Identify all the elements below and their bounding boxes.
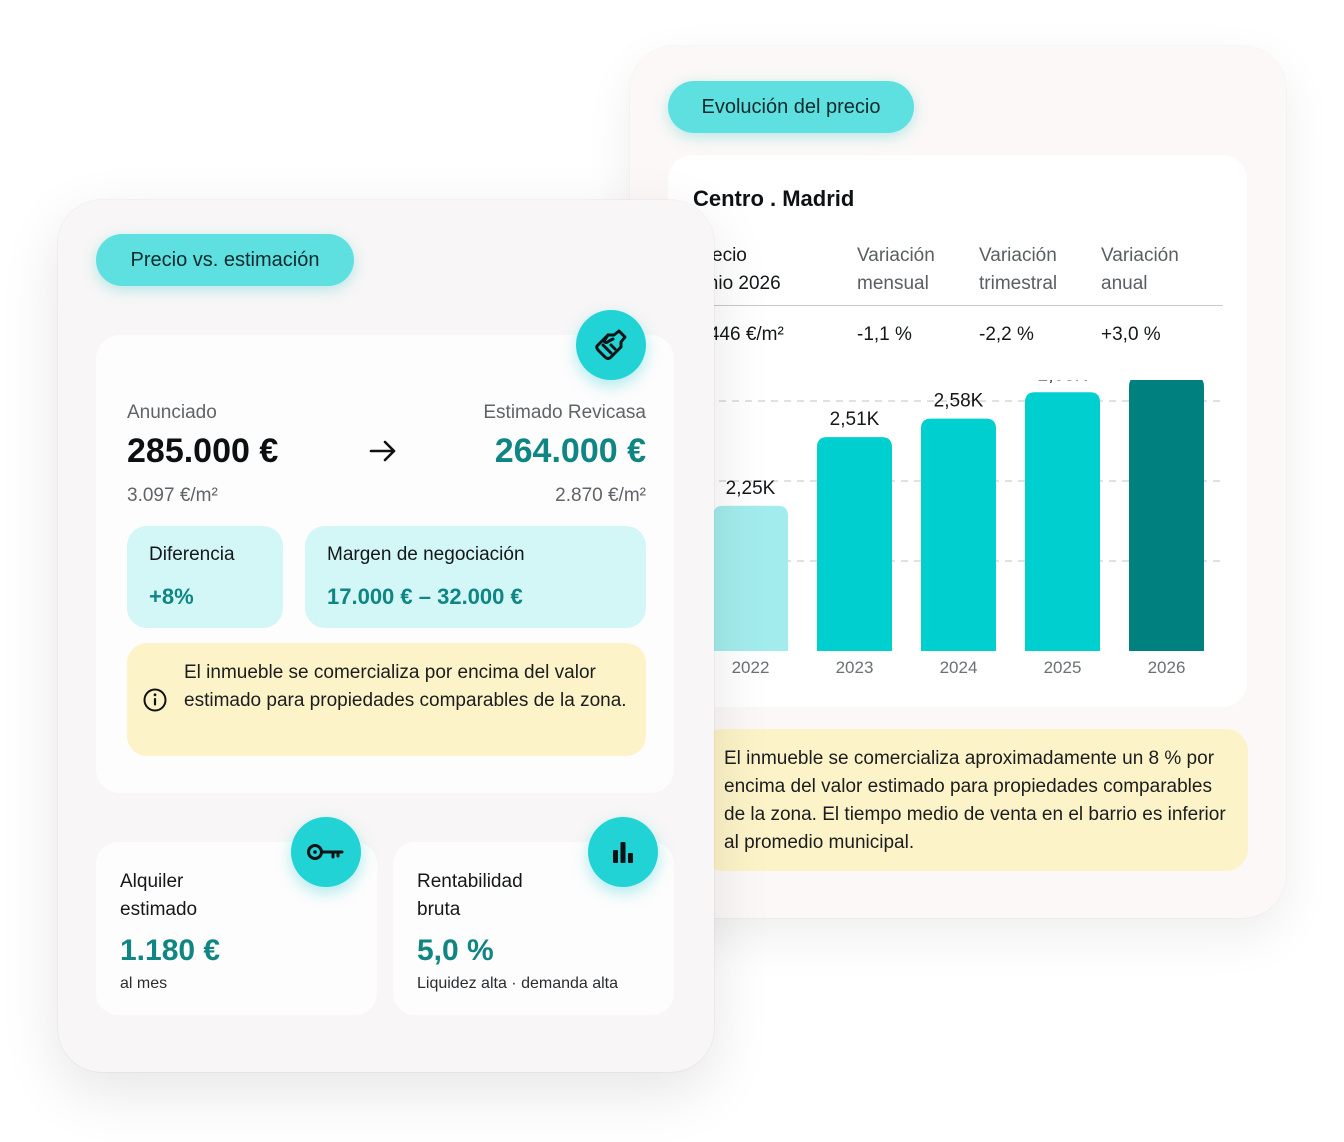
column-header-quarterly-line2: trimestral (979, 273, 1058, 294)
annual-variation-value: +3,0 % (1101, 324, 1161, 345)
chart-tick-2025: 2025 (1044, 658, 1082, 677)
column-header-monthly: Variación mensual (857, 242, 935, 298)
price-value: 3.446 €/m² (693, 324, 784, 345)
chart-data-label-2024: 2,58K (934, 391, 984, 412)
chart-tick-2026: 2026 (1148, 658, 1186, 677)
column-header-monthly-line1: Variación (857, 245, 935, 266)
market-note: El inmueble se comercializa aproximadame… (700, 729, 1248, 871)
difference-box: Diferencia +8% (127, 526, 283, 628)
chart-bar-2023 (817, 437, 892, 651)
listed-price: 285.000 € (127, 432, 279, 470)
estimated-price-per-sqm: 2.870 €/m² (555, 485, 646, 506)
table-header-divider (693, 305, 1223, 306)
difference-value: +8% (149, 584, 194, 609)
chart-tick-2022: 2022 (732, 658, 770, 677)
yield-label-line2: bruta (417, 899, 461, 920)
chart-bar-2022 (713, 505, 788, 651)
column-header-monthly-line2: mensual (857, 273, 929, 294)
chart-data-label-2025: 2,68K (1038, 380, 1088, 385)
column-header-quarterly-line1: Variación (979, 245, 1057, 266)
price-vs-estimate-pill[interactable]: Precio vs. estimación (96, 234, 354, 286)
info-icon (143, 688, 167, 712)
chart-tick-2023: 2023 (836, 658, 874, 677)
rent-label-line1: Alquiler (120, 871, 184, 892)
column-header-price-line2: junio 2026 (693, 273, 781, 294)
arrow-right-icon (369, 440, 396, 462)
monthly-variation-value: -1,1 % (857, 324, 912, 345)
chart-data-label-2023: 2,51K (830, 409, 880, 430)
negotiation-margin-value: 17.000 € – 32.000 € (327, 584, 523, 609)
rent-label: Alquiler estimado (120, 868, 197, 924)
price-evolution-pill[interactable]: Evolución del precio (668, 81, 914, 133)
estimate-note-text: El inmueble se comercializa por encima d… (184, 662, 627, 711)
handshake-icon (576, 310, 646, 380)
difference-label: Diferencia (149, 544, 235, 565)
chart-x-ticks: 2022 2023 2024 2025 2026 (732, 658, 1186, 677)
yield-label: Rentabilidad bruta (417, 868, 523, 924)
region-title: Centro . Madrid (693, 186, 855, 211)
rent-value: 1.180 € (120, 934, 221, 967)
yield-value: 5,0 % (417, 934, 494, 967)
column-header-annual-line1: Variación (1101, 245, 1179, 266)
negotiation-margin-box: Margen de negociación 17.000 € – 32.000 … (305, 526, 646, 628)
quarterly-variation-value: -2,2 % (979, 324, 1034, 345)
chart-bar-2024 (921, 418, 996, 651)
yield-label-line1: Rentabilidad (417, 871, 523, 892)
column-header-quarterly: Variación trimestral (979, 242, 1057, 298)
chart-data-label-2022: 2,25K (726, 478, 776, 499)
negotiation-margin-label: Margen de negociación (327, 544, 525, 565)
estimated-label: Estimado Revicasa (483, 402, 646, 423)
column-header-annual: Variación anual (1101, 242, 1179, 298)
estimated-price: 264.000 € (494, 432, 646, 470)
chart-tick-2024: 2024 (940, 658, 978, 677)
listed-price-per-sqm: 3.097 €/m² (127, 485, 218, 506)
column-header-annual-line2: anual (1101, 273, 1148, 294)
rent-caption: al mes (120, 975, 168, 992)
listed-label: Anunciado (127, 402, 217, 423)
rent-label-line2: estimado (120, 899, 198, 920)
key-icon (291, 817, 361, 887)
chart-bar-2026 (1129, 380, 1204, 651)
bar-chart-icon (588, 817, 658, 887)
yield-caption: Liquidez alta · demanda alta (417, 975, 619, 992)
chart-bar-2025 (1025, 392, 1100, 651)
estimate-note: El inmueble se comercializa por encima d… (127, 643, 646, 756)
chart-bars (713, 380, 1204, 651)
